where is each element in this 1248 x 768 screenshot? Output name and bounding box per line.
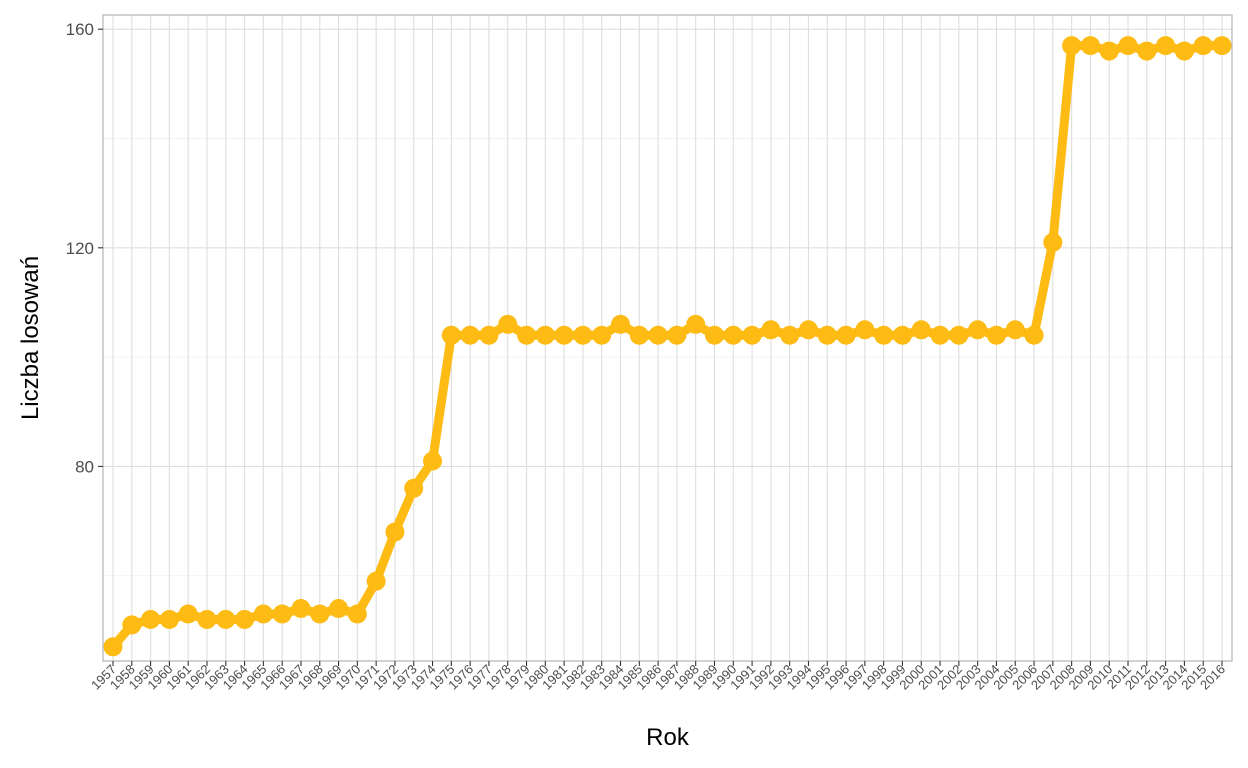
data-point (554, 325, 574, 345)
data-point (798, 320, 818, 340)
data-point (1062, 36, 1082, 56)
data-point (874, 325, 894, 345)
data-point (423, 451, 443, 471)
data-point (178, 604, 198, 624)
data-point (1174, 41, 1194, 61)
data-point (855, 320, 875, 340)
data-point (1118, 36, 1138, 56)
data-point (611, 314, 631, 334)
x-axis: 1957195819591960196119621963196419651966… (88, 661, 1228, 693)
data-point (517, 325, 537, 345)
y-axis-title: Liczba losowań (17, 256, 44, 420)
data-point (197, 609, 217, 629)
data-point (1099, 41, 1119, 61)
y-tick-label: 120 (66, 239, 94, 258)
data-series (103, 36, 1232, 657)
data-point (742, 325, 762, 345)
data-point (498, 314, 518, 334)
data-point (648, 325, 668, 345)
data-point (780, 325, 800, 345)
data-point (836, 325, 856, 345)
data-point (310, 604, 330, 624)
data-point (723, 325, 743, 345)
data-point (686, 314, 706, 334)
data-point (573, 325, 593, 345)
data-point (272, 604, 292, 624)
data-point (949, 325, 969, 345)
data-point (667, 325, 687, 345)
data-point (216, 609, 236, 629)
data-point (817, 325, 837, 345)
data-point (329, 599, 349, 619)
y-tick-label: 160 (66, 20, 94, 39)
data-point (1193, 36, 1213, 56)
data-point (968, 320, 988, 340)
plot-panel-border (102, 14, 1233, 662)
data-point (761, 320, 781, 340)
data-point (704, 325, 724, 345)
data-point (235, 609, 255, 629)
data-point (592, 325, 612, 345)
data-point (404, 478, 424, 498)
data-point (1156, 36, 1176, 56)
data-point (986, 325, 1006, 345)
data-point (1137, 41, 1157, 61)
y-axis: 80 120 160 (66, 20, 103, 476)
data-point (385, 522, 405, 542)
data-point (460, 325, 480, 345)
data-point (1080, 36, 1100, 56)
data-point (629, 325, 649, 345)
y-tick-label: 80 (75, 457, 94, 476)
data-point (911, 320, 931, 340)
x-axis-title: Rok (646, 724, 690, 751)
data-point (347, 604, 367, 624)
data-point (479, 325, 499, 345)
data-point (930, 325, 950, 345)
data-point (1043, 232, 1063, 252)
data-point (535, 325, 555, 345)
data-point (1024, 325, 1044, 345)
data-point (892, 325, 912, 345)
grid (103, 15, 1232, 661)
data-point (122, 615, 142, 635)
data-point (366, 571, 386, 591)
data-point (291, 599, 311, 619)
data-point (141, 609, 161, 629)
data-point (253, 604, 273, 624)
data-point (441, 325, 461, 345)
data-point (1212, 36, 1232, 56)
data-point (103, 637, 123, 657)
data-point (1005, 320, 1025, 340)
data-point (159, 609, 179, 629)
